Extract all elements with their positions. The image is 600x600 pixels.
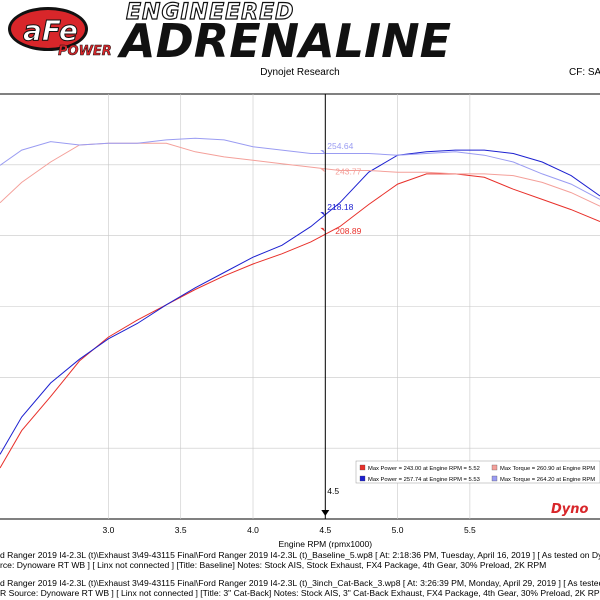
logo-text: aFe <box>23 14 78 47</box>
legend-entry: Max Power = 243.00 at Engine RPM = 5.52 <box>368 466 480 472</box>
cursor-value-label: 218.18 <box>327 202 353 212</box>
legend-entry: Max Torque = 260.90 at Engine RPM <box>500 466 595 472</box>
engineered-wordmark: ENGINEERED <box>125 0 295 26</box>
cursor-rpm-tag: 4.5 <box>321 486 339 516</box>
cursor-arrow-marker <box>320 150 326 155</box>
afe-power-logo: aFe POWER <box>8 7 112 59</box>
footer-catback-notes: R Source: Dynoware RT WB ] [ Linx not co… <box>0 588 600 598</box>
series-line-cat-back-torque <box>0 137 600 200</box>
legend-swatch <box>359 464 366 471</box>
dynojet-watermark: Dyno <box>551 502 589 517</box>
chart-source-title: Dynojet Research <box>260 67 340 78</box>
cursor-value-label: 243.77 <box>335 167 361 177</box>
cursor-down-arrow <box>321 510 330 516</box>
chart-curves <box>0 137 600 469</box>
logo-subtext: POWER <box>58 44 112 59</box>
x-axis-label: Engine RPM (rpmx1000) <box>279 539 373 549</box>
x-tick-label: 3.0 <box>103 525 115 535</box>
legend-swatch <box>491 464 498 471</box>
x-axis-ticks: 3.0 3.5 4.0 4.5 5.0 5.5 <box>103 525 477 535</box>
footer-baseline-file: d Ranger 2019 I4-2.3L (t)\Exhaust 3\49-4… <box>0 550 600 560</box>
x-tick-label: 5.5 <box>464 525 476 535</box>
x-tick-label: 3.5 <box>175 525 187 535</box>
cursor-value-label: 254.64 <box>327 141 353 151</box>
cursor-markers: 254.64 243.77 218.18 208.89 <box>320 141 362 236</box>
legend-box <box>355 460 600 484</box>
legend-entry: Max Torque = 264.20 at Engine RPM <box>500 477 595 483</box>
x-tick-label: 5.0 <box>392 525 404 535</box>
cursor-arrow-marker <box>320 227 326 232</box>
cursor-arrow-marker <box>320 212 326 217</box>
chart-legend: Max Power = 243.00 at Engine RPM = 5.52 M… <box>355 460 600 484</box>
x-tick-label: 4.0 <box>247 525 259 535</box>
cursor-value-label: 208.89 <box>335 226 361 236</box>
footer-catback-file: d Ranger 2019 I4-2.3L (t)\Exhaust 3\49-4… <box>0 578 600 588</box>
chart-grid <box>0 93 600 520</box>
report-header: aFe POWER ENGINEERED ADRENALINE Dynojet … <box>0 0 600 92</box>
run-file-footer: d Ranger 2019 I4-2.3L (t)\Exhaust 3\49-4… <box>0 550 600 598</box>
series-line-baseline-power <box>0 173 600 469</box>
adrenaline-wordmark: ADRENALINE <box>120 14 452 68</box>
legend-entry: Max Power = 257.74 at Engine RPM = 5.53 <box>368 477 480 483</box>
cursor-rpm-value: 4.5 <box>327 486 339 496</box>
footer-baseline-notes: rce: Dynoware RT WB ] [ Linx not connect… <box>0 560 547 570</box>
correction-factor-label: CF: SA <box>569 67 600 78</box>
legend-swatch <box>491 475 498 482</box>
x-tick-label: 4.5 <box>319 525 331 535</box>
series-line-cat-back-power <box>0 149 600 455</box>
legend-swatch <box>359 475 366 482</box>
cursor-arrow-marker <box>320 168 326 173</box>
